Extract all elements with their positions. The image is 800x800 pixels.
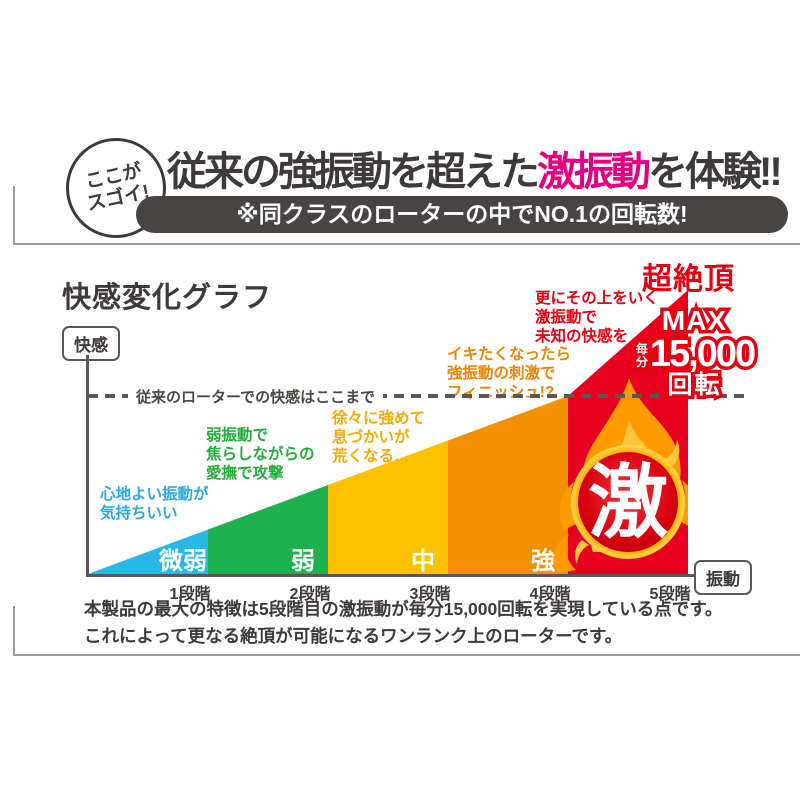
headline-accent: 激振動 [537,150,651,194]
max-badge-text: MAX 毎分15,000 回転 [635,305,756,399]
bottom-divider-vertical [13,606,15,654]
segment-label-1: 微弱 [159,548,207,575]
headline-prefix: 従来の強振動を超えた [167,150,540,194]
segment-label-4: 強 [531,548,555,575]
peak-label: 超絶頂 [642,263,735,296]
annotation-stage1: 心地よい振動が 気持ちいい [100,486,209,522]
y-axis-line [86,355,89,576]
threshold-dashed-line [88,394,745,398]
tick-stage1: 1段階 [169,586,211,603]
segment-label-2: 弱 [291,548,315,575]
annotation-stage5: 更にその上をいく 激振動で 未知の快感を [535,290,659,345]
tick-stage5: 5段階 [649,586,691,603]
band-chu [328,440,448,574]
flame-tip-icon [574,540,589,564]
chart-title: 快感変化グラフ [62,282,273,314]
pleasure-triangle-chart: 激 [88,290,688,574]
segment-label-3: 中 [411,548,435,575]
headline-suffix: を体験!! [648,150,783,194]
x-axis-label: 振動 [694,560,752,595]
geki-label: 激 [588,458,668,547]
top-divider-horizontal [13,243,800,245]
threshold-label: 従来のローターでの快感はここまで [128,386,384,407]
top-divider-vertical [13,186,15,243]
tick-stage3: 3段階 [409,586,451,603]
x-axis-line [86,574,694,577]
y-axis-label: 快感 [62,326,120,361]
geki-circle [578,452,678,552]
tick-stage2: 2段階 [289,586,331,603]
description-line2: これによって更なる絶頂が可能になるワンランク上のローターです。 [84,626,623,646]
annotation-stage4: イキたくなったら 強振動の刺激で フィニッシュ!? [447,346,572,401]
bottom-divider-horizontal [13,654,800,656]
annotation-stage2: 弱振動で 焦らしながらの 愛撫で攻撃 [206,427,315,482]
band-bijaku [88,529,208,574]
max-badge-outline: MAX 毎分15,000 回転 [632,303,759,400]
max-rotation-badge: MAX 毎分15,000 回転 MAX 毎分15,000 回転 [612,303,777,400]
headline: 従来の強振動を超えた激振動を体験!! [167,139,797,197]
flame-tip-icon [665,440,680,466]
description-line1: 本製品の最大の特徴は5段階目の激振動が毎分15,000回転を実現している点です。 [84,599,723,619]
annotation-stage3: 徐々に強めて 息づかいが 荒くなる… [332,410,426,465]
product-description: 本製品の最大の特徴は5段階目の激振動が毎分15,000回転を実現している点です。… [84,596,764,650]
tick-stage4: 4段階 [529,586,571,603]
band-kyo [448,396,568,574]
sub-banner: ※同クラスのローターの中でNO.1の回転数! [136,196,788,233]
band-jaku [208,485,328,574]
